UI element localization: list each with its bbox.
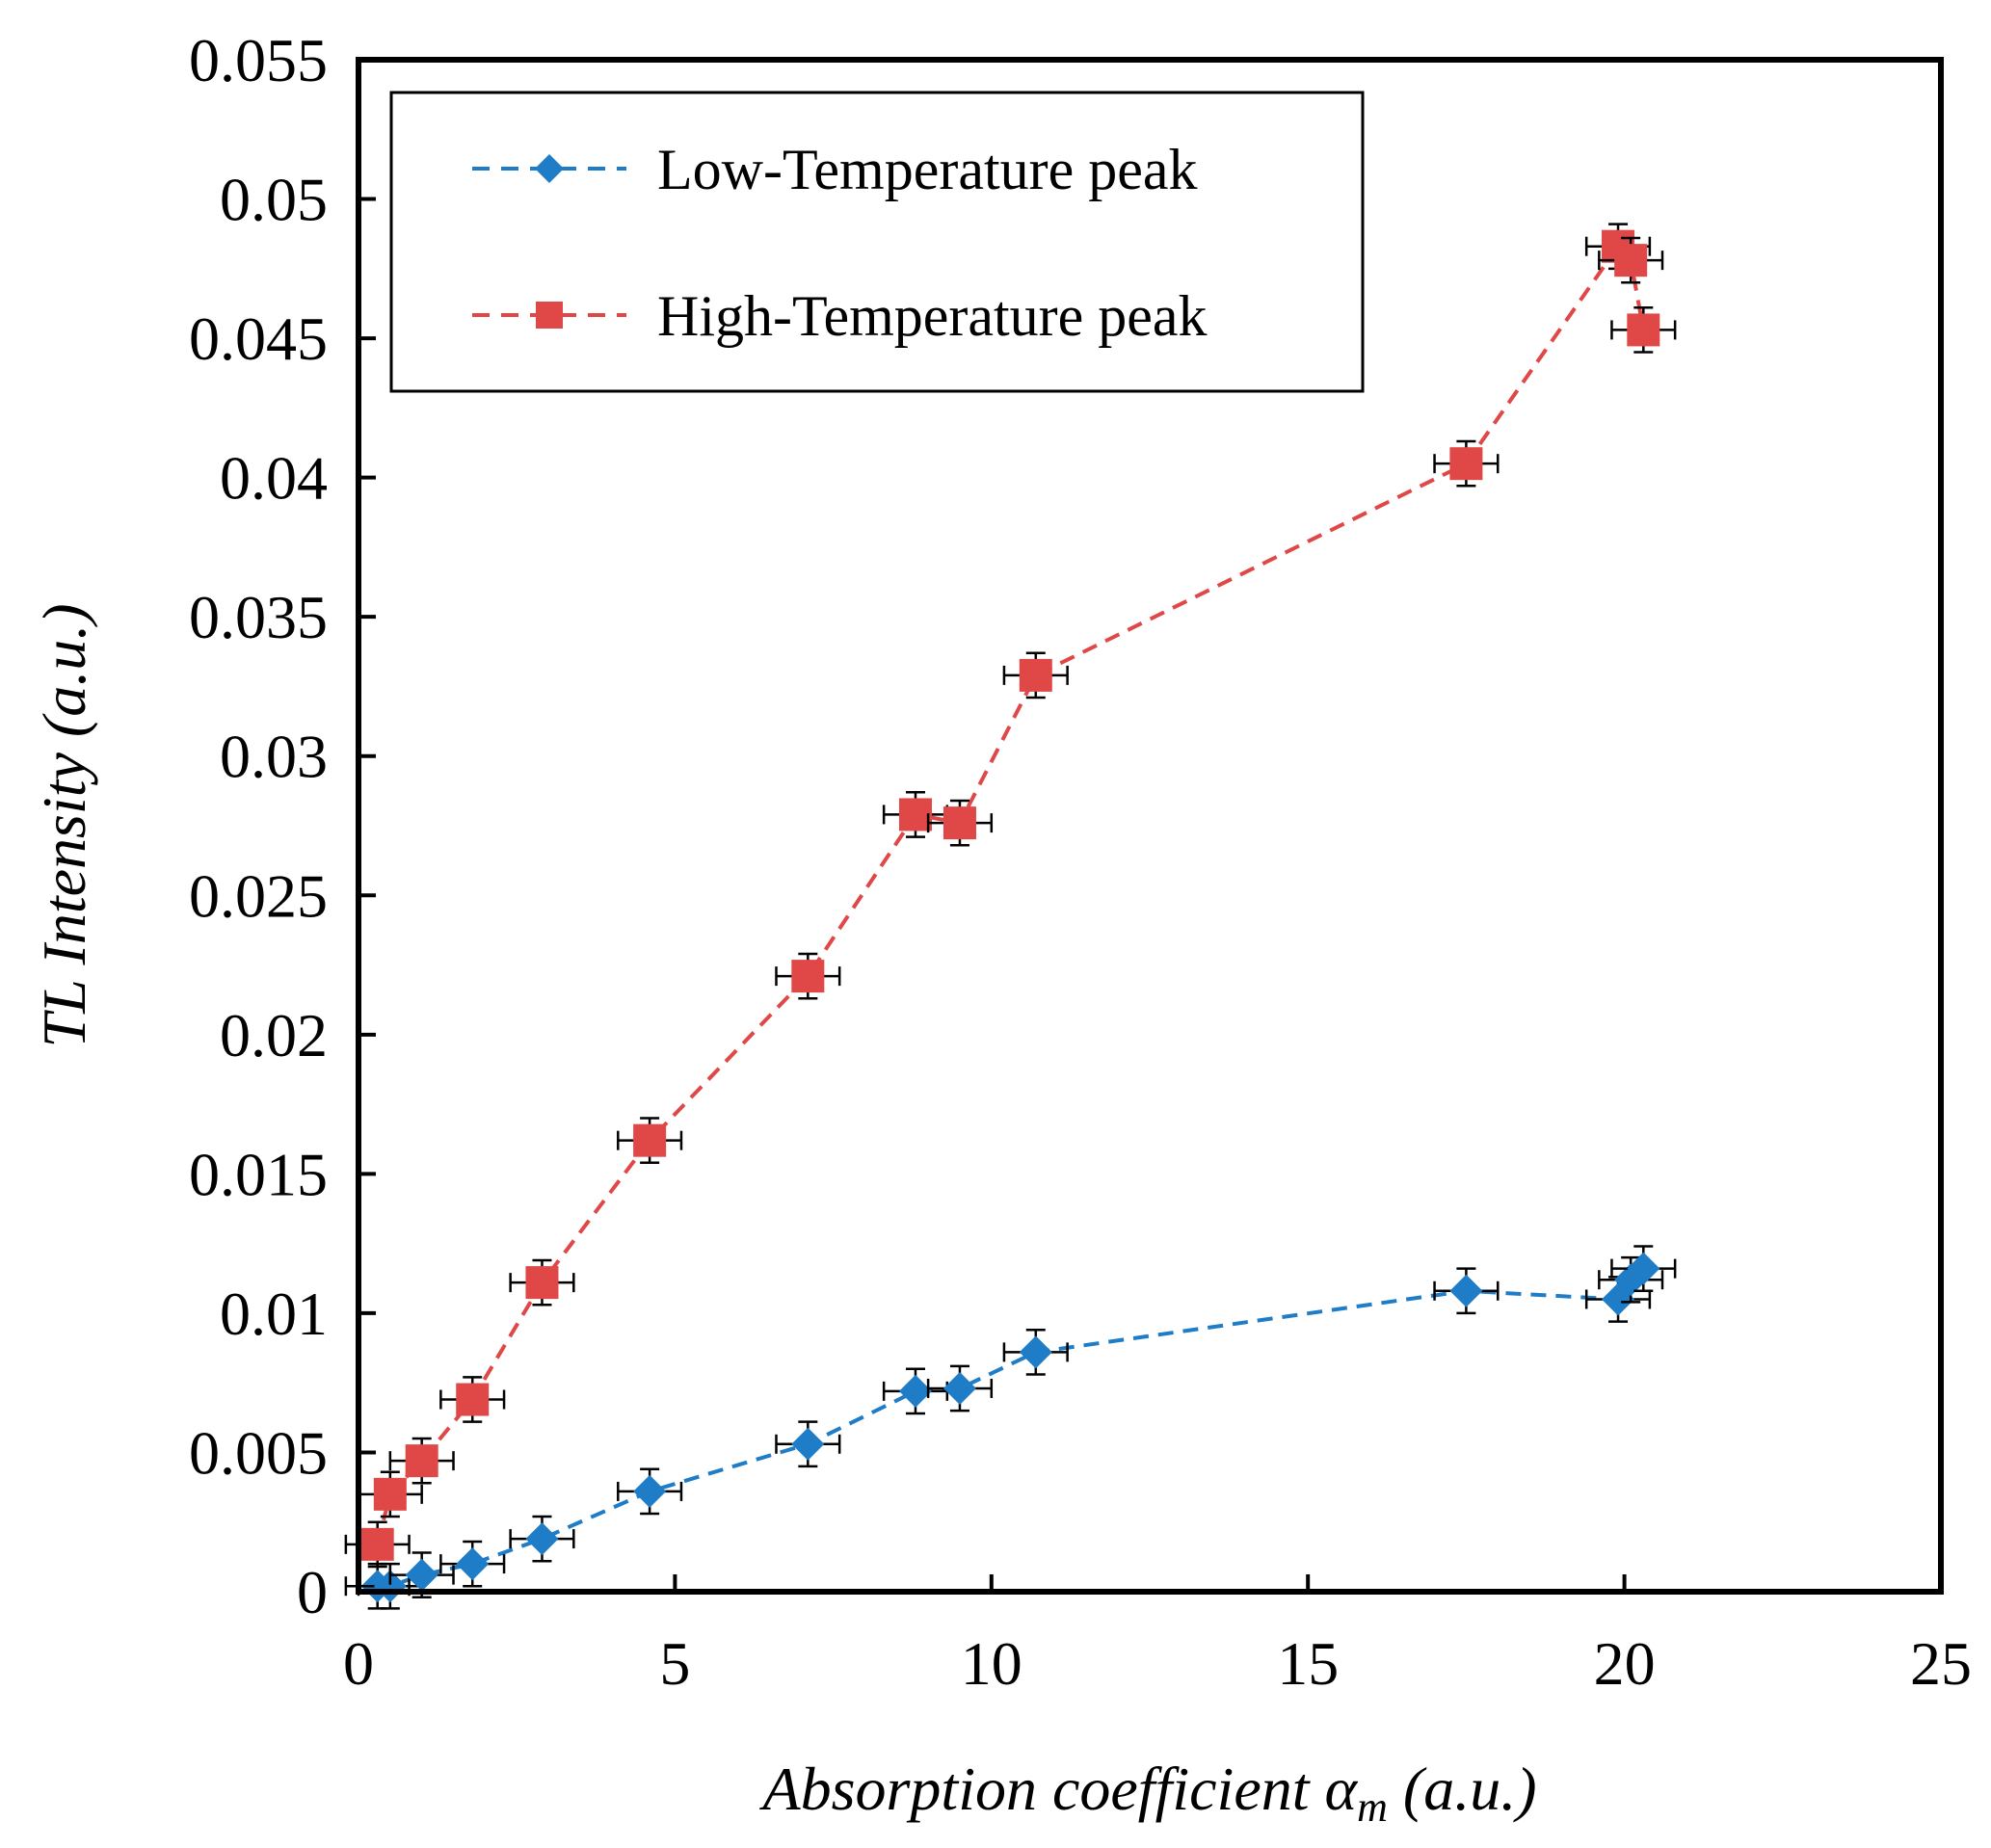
x-axis-title-main: Absorption coefficient α [759, 1755, 1359, 1823]
y-tick-label: 0.035 [189, 583, 328, 651]
data-point-square [456, 1383, 490, 1416]
y-tick-label: 0.04 [220, 444, 328, 513]
data-point-square [633, 1123, 667, 1157]
data-point-square [1019, 658, 1052, 692]
series-line [375, 243, 1646, 1545]
data-point-square [373, 1477, 407, 1511]
plot-frame [356, 57, 1944, 1595]
series-low-temperature [344, 1245, 1677, 1610]
y-tick-label: 0.02 [220, 1001, 328, 1069]
y-tick-label: 0.025 [189, 861, 328, 930]
legend-marker-square [536, 302, 563, 329]
x-axis-title-unit: (a.u.) [1388, 1755, 1537, 1823]
data-point-diamond [633, 1474, 667, 1508]
y-tick-label: 0.015 [189, 1140, 328, 1208]
x-tick-label: 25 [1910, 1629, 1972, 1698]
data-point-square [942, 806, 976, 840]
legend-box [389, 91, 1365, 393]
y-axis-ticks: 0 0.005 0.01 0.015 0.02 0.025 0.03 0.035 0.04 0.0… [189, 26, 376, 1626]
data-point-square [1449, 447, 1483, 481]
data-point-square [525, 1266, 559, 1300]
data-point-diamond [1449, 1274, 1483, 1307]
data-point-diamond [791, 1427, 825, 1461]
legend-entry-low-temperature: Low-Temperature peak [472, 138, 1198, 201]
legend-marker-diamond [535, 154, 564, 183]
legend-label-low-temperature: Low-Temperature peak [657, 138, 1198, 201]
data-point-diamond [1019, 1335, 1052, 1369]
y-axis-title: TL Intensity (a.u.) [30, 603, 98, 1047]
x-axis-ticks: 0 5 10 15 20 25 [343, 1574, 1972, 1698]
legend-entry-high-temperature: High-Temperature peak [472, 284, 1208, 348]
y-tick-label: 0.01 [220, 1280, 328, 1348]
data-point-diamond [898, 1374, 932, 1408]
y-tick-label: 0.03 [220, 723, 328, 791]
x-axis-title: Absorption coefficient αm (a.u.) [759, 1755, 1537, 1831]
y-tick-label: 0.005 [189, 1418, 328, 1487]
x-tick-label: 20 [1594, 1629, 1656, 1698]
x-tick-label: 15 [1277, 1629, 1339, 1698]
x-axis-title-subscript: m [1357, 1783, 1388, 1831]
series-layer [344, 223, 1677, 1610]
data-point-diamond [942, 1371, 976, 1405]
legend: Low-Temperature peak High-Temperature pe… [389, 91, 1365, 393]
x-tick-label: 0 [343, 1629, 374, 1698]
data-point-square [791, 960, 825, 993]
x-tick-label: 5 [659, 1629, 690, 1698]
series-high-temperature [344, 223, 1677, 1569]
data-point-square [360, 1527, 394, 1561]
data-point-square [1614, 244, 1648, 277]
y-tick-label: 0.045 [189, 304, 328, 373]
x-tick-label: 10 [961, 1629, 1022, 1698]
data-point-square [898, 798, 932, 832]
data-point-diamond [1627, 1252, 1660, 1285]
y-tick-label: 0.055 [189, 26, 328, 94]
legend-label-high-temperature: High-Temperature peak [657, 284, 1208, 348]
data-point-diamond [405, 1558, 438, 1592]
data-point-diamond [456, 1547, 490, 1581]
data-point-square [405, 1444, 438, 1478]
y-tick-label: 0.05 [220, 166, 328, 234]
data-point-square [1627, 313, 1660, 347]
data-point-diamond [525, 1522, 559, 1556]
y-tick-label: 0 [297, 1558, 328, 1626]
